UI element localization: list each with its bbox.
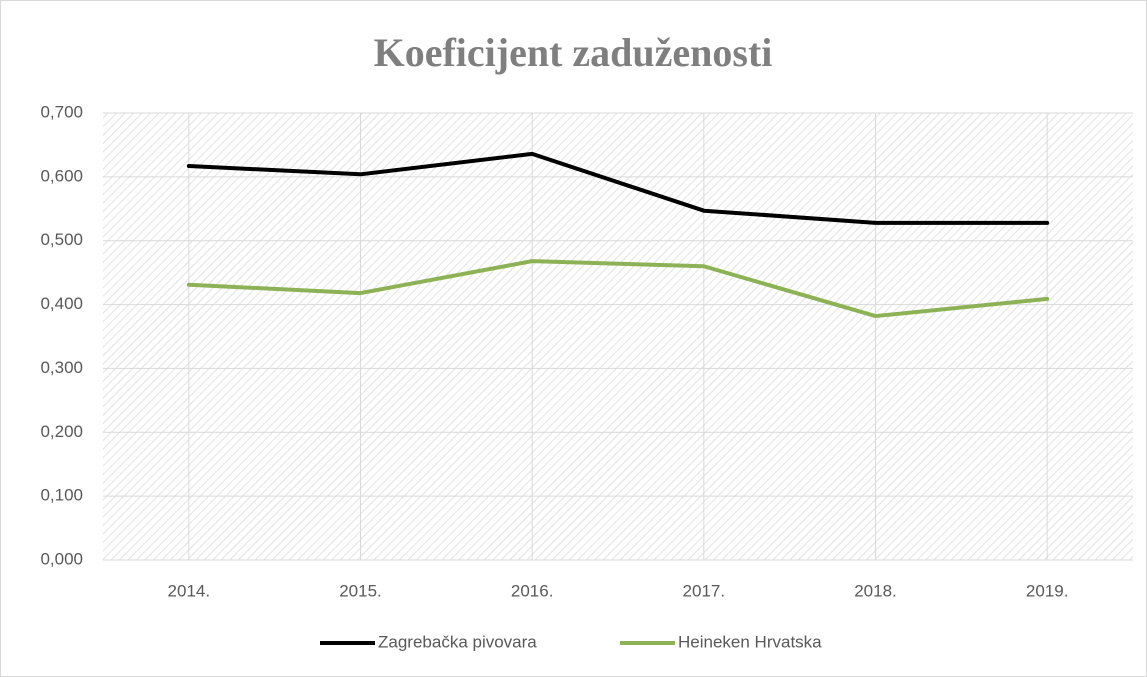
chart-title: Koeficijent zaduženosti [374,30,773,75]
y-tick-label: 0,100 [40,486,83,505]
x-tick-label: 2014. [168,581,211,600]
y-tick-label: 0,000 [40,549,83,568]
x-tick-label: 2019. [1026,581,1069,600]
y-tick-label: 0,300 [40,358,83,377]
legend-label: Zagrebačka pivovara [378,632,537,651]
x-tick-label: 2017. [683,581,726,600]
y-tick-label: 0,500 [40,230,83,249]
series-line [186,151,1050,225]
x-tick-label: 2016. [511,581,554,600]
legend-label: Heineken Hrvatska [678,632,822,651]
x-tick-label: 2018. [854,581,897,600]
y-tick-label: 0,200 [40,422,83,441]
plot-area [103,113,1133,560]
y-tick-label: 0,700 [40,102,83,121]
y-tick-label: 0,400 [40,294,83,313]
series-line [186,259,1050,319]
y-tick-label: 0,600 [40,166,83,185]
x-tick-label: 2015. [339,581,382,600]
